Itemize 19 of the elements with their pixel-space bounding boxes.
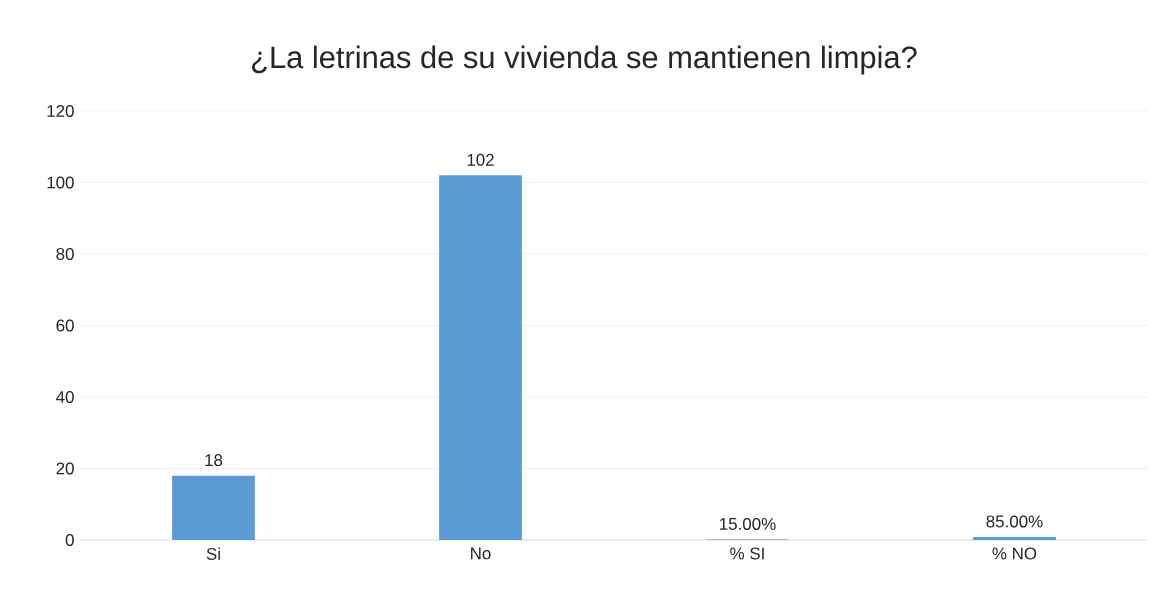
data-label: 15.00% bbox=[720, 517, 776, 530]
x-tick-label: Si bbox=[206, 547, 220, 560]
y-tick-label: 40 bbox=[56, 390, 74, 403]
bar bbox=[439, 175, 522, 540]
x-tick-label: No bbox=[471, 547, 491, 560]
y-tick-label: 120 bbox=[47, 104, 74, 117]
y-tick-label: 20 bbox=[56, 462, 74, 475]
bar bbox=[172, 475, 255, 540]
bar bbox=[973, 536, 1056, 540]
y-tick-label: 60 bbox=[56, 319, 74, 332]
chart-title: ¿La letrinas de su vivienda se mantienen limpia? bbox=[252, 45, 917, 75]
data-label: 102 bbox=[467, 153, 494, 166]
y-tick-label: 0 bbox=[65, 533, 74, 546]
x-tick-label: % NO bbox=[992, 547, 1037, 560]
data-label: 18 bbox=[205, 454, 223, 467]
y-tick-label: 100 bbox=[47, 176, 74, 189]
data-label: 85.00% bbox=[986, 515, 1043, 528]
y-tick-label: 80 bbox=[56, 247, 74, 260]
x-tick-label: % SI bbox=[730, 547, 764, 560]
